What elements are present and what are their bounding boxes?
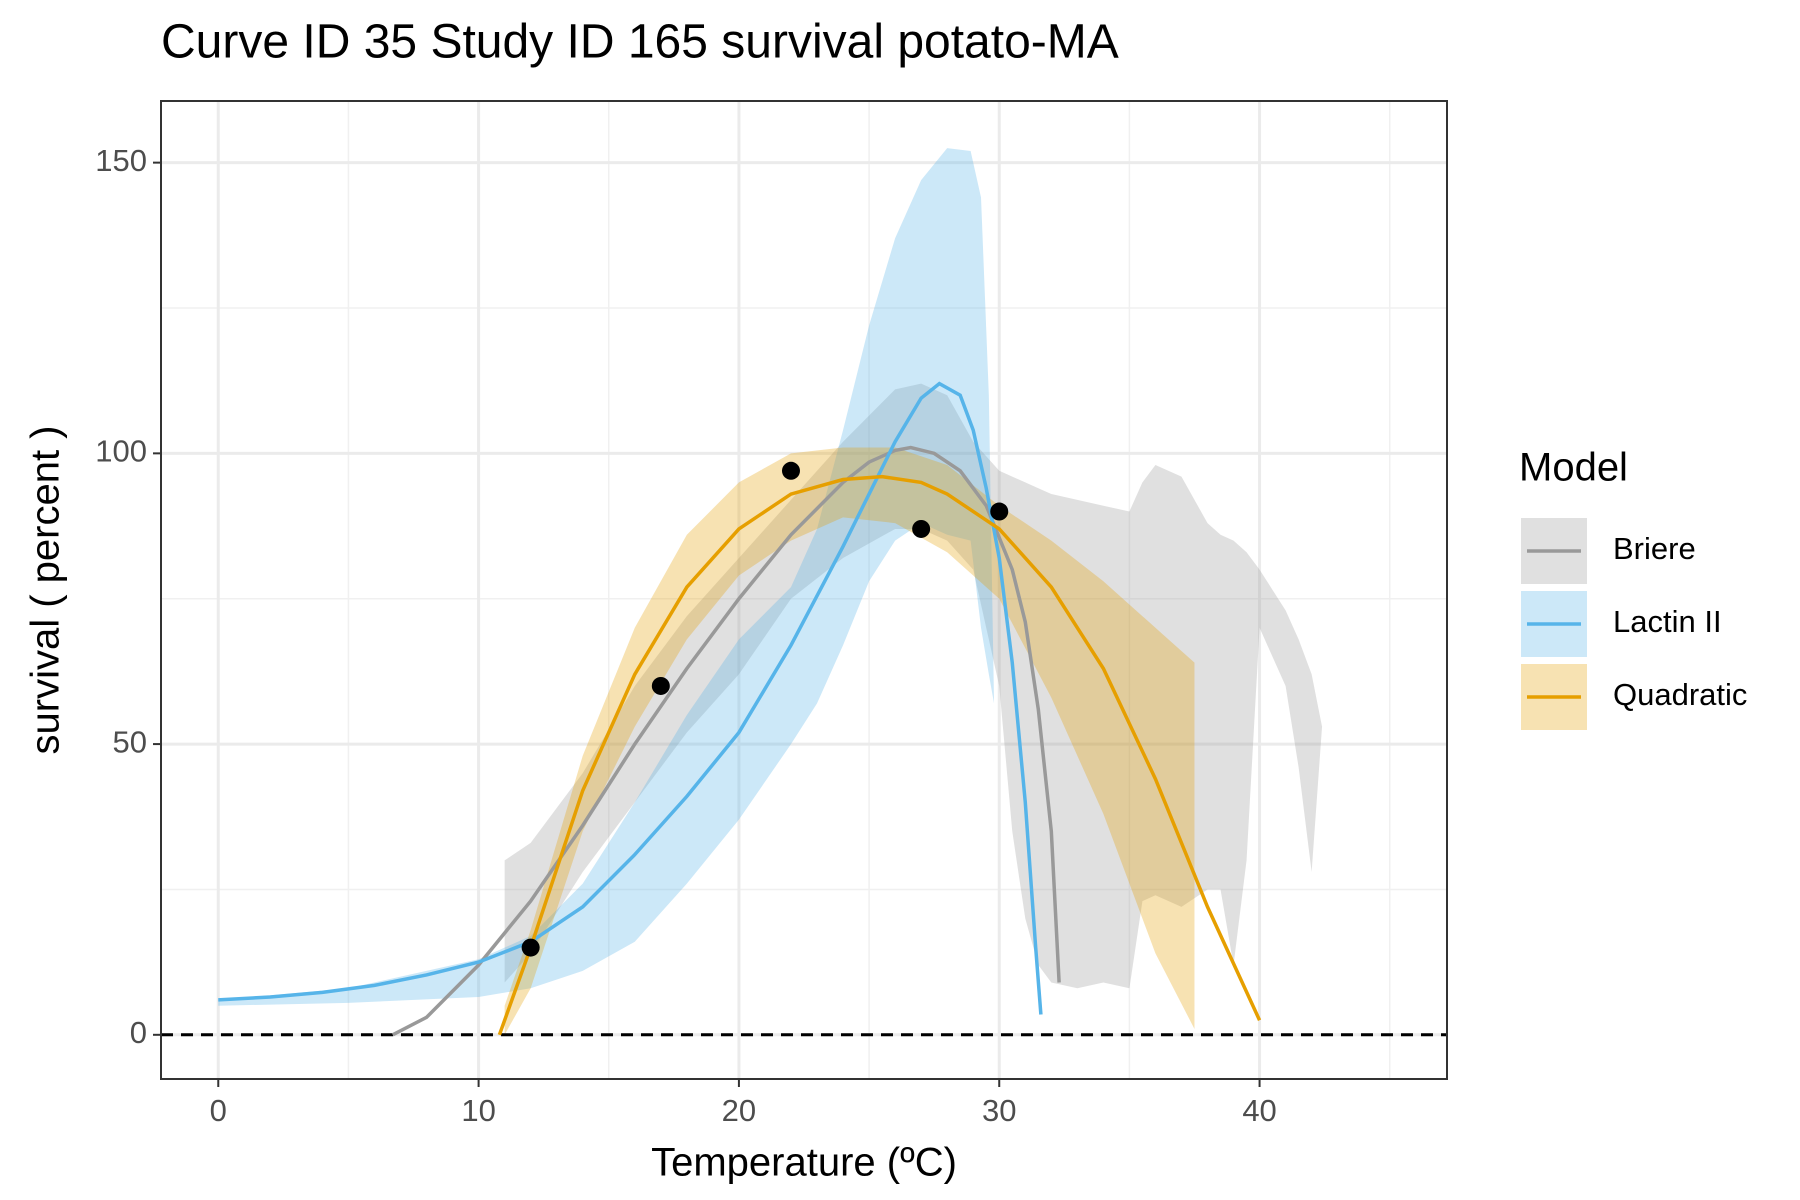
chart-title: Curve ID 35 Study ID 165 survival potato… [161, 16, 1119, 69]
data-point [521, 938, 540, 957]
x-tick-label: 10 [461, 1093, 495, 1128]
data-point [990, 502, 1009, 521]
y-axis-label: survival ( percent ) [24, 426, 68, 755]
x-tick-label: 40 [1242, 1093, 1276, 1128]
x-tick-label: 30 [982, 1093, 1016, 1128]
legend-title: Model [1519, 446, 1628, 490]
plot-background [161, 101, 1447, 1079]
legend-label: Briere [1613, 531, 1696, 566]
model-line [218, 381, 1043, 1015]
ribbon [504, 447, 1195, 1035]
x-tick-label: 20 [722, 1093, 756, 1128]
data-point [651, 676, 670, 695]
model-line [391, 445, 1061, 1037]
x-tick-label: 0 [210, 1093, 227, 1128]
x-axis-label: Temperature (ºC) [651, 1141, 957, 1185]
y-tick-label: 150 [95, 143, 147, 178]
ribbon [218, 148, 995, 1006]
ribbon [504, 383, 1323, 989]
legend-label: Lactin II [1613, 604, 1722, 639]
model-line [497, 474, 1262, 1036]
legend-label: Quadratic [1613, 677, 1747, 712]
data-point [781, 461, 800, 480]
plot-border [160, 100, 1448, 1080]
y-tick-label: 100 [95, 434, 147, 469]
y-tick-label: 0 [130, 1015, 147, 1050]
data-point [912, 519, 931, 538]
y-tick-label: 50 [113, 724, 147, 759]
